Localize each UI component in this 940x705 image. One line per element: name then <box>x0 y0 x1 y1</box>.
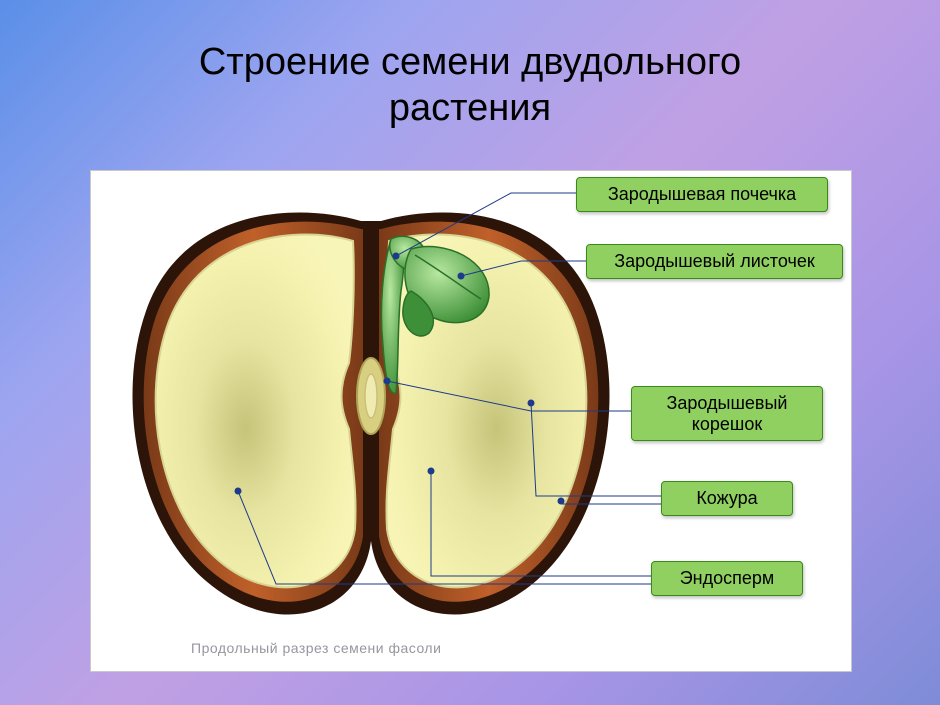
label-plumule-text: Зародышевая почечка <box>608 184 796 204</box>
hilum-inner <box>365 374 377 418</box>
label-endosperm-text: Эндосперм <box>680 568 775 588</box>
label-leaflet: Зародышевый листочек <box>586 244 843 279</box>
label-leaflet-text: Зародышевый листочек <box>614 251 814 271</box>
label-seed-coat-text: Кожура <box>696 488 757 508</box>
hilum-group <box>357 358 385 434</box>
label-plumule: Зародышевая почечка <box>576 177 828 212</box>
label-seed-coat: Кожура <box>661 481 793 516</box>
diagram-container: Зародышевая почечка Зародышевый листочек… <box>90 170 852 672</box>
title-line-2: растения <box>389 87 551 129</box>
label-radicle-text: Зародышевыйкорешок <box>667 393 788 434</box>
left-cotyledon-group <box>133 213 372 615</box>
title-line-1: Строение семени двудольного <box>199 41 741 83</box>
label-radicle: Зародышевыйкорешок <box>631 386 823 441</box>
label-endosperm: Эндосперм <box>651 561 803 596</box>
diagram-caption: Продольный разрез семени фасоли <box>191 640 441 656</box>
page-title: Строение семени двудольного растения <box>0 40 940 131</box>
